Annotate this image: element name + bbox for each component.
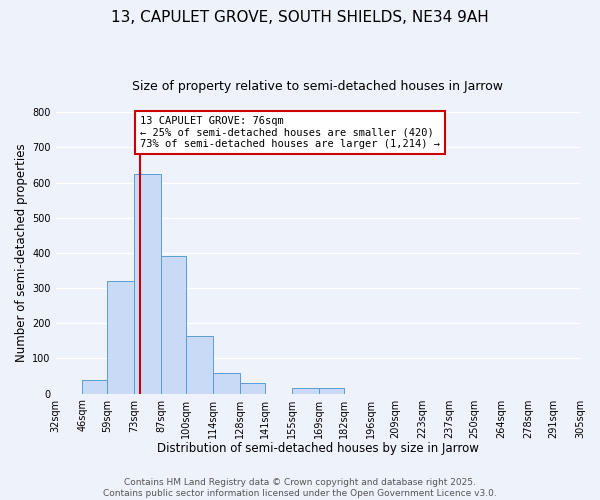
Bar	[107, 281, 134, 394]
Text: 13 CAPULET GROVE: 76sqm
← 25% of semi-detached houses are smaller (420)
73% of s: 13 CAPULET GROVE: 76sqm ← 25% of semi-de…	[140, 116, 440, 149]
X-axis label: Distribution of semi-detached houses by size in Jarrow: Distribution of semi-detached houses by …	[157, 442, 479, 455]
Bar	[240, 383, 265, 394]
Title: Size of property relative to semi-detached houses in Jarrow: Size of property relative to semi-detach…	[132, 80, 503, 93]
Text: 13, CAPULET GROVE, SOUTH SHIELDS, NE34 9AH: 13, CAPULET GROVE, SOUTH SHIELDS, NE34 9…	[111, 10, 489, 25]
Bar	[292, 388, 319, 394]
Bar	[213, 373, 240, 394]
Bar	[82, 380, 107, 394]
Bar	[319, 388, 344, 394]
Bar	[161, 256, 186, 394]
Bar	[186, 336, 213, 394]
Y-axis label: Number of semi-detached properties: Number of semi-detached properties	[15, 144, 28, 362]
Bar	[134, 174, 161, 394]
Text: Contains HM Land Registry data © Crown copyright and database right 2025.
Contai: Contains HM Land Registry data © Crown c…	[103, 478, 497, 498]
